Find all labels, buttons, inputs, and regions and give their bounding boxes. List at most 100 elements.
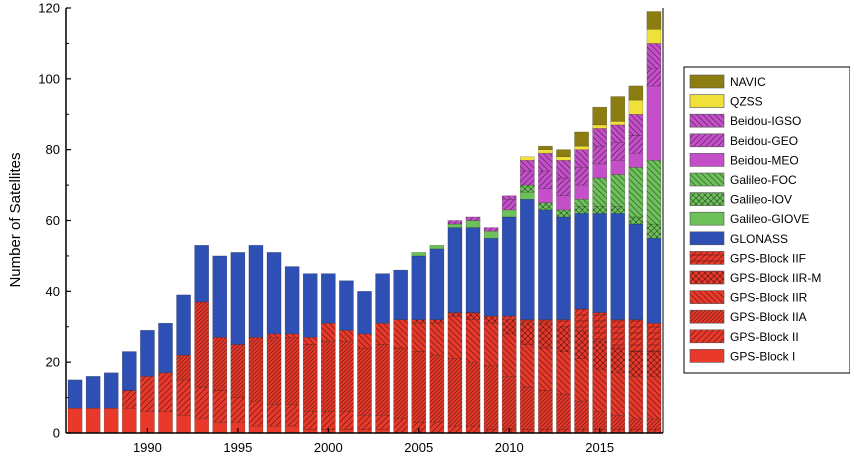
legend-swatch-gps-block-iif — [689, 251, 725, 265]
bar-segment-2005-galileo-giove — [411, 252, 427, 257]
bar-segment-2011-gps-block-iia — [520, 386, 535, 430]
bar-segment-2006-gps-block-iir-m — [429, 319, 445, 324]
bar-segment-2007-gps-block-iir — [447, 315, 463, 359]
bar-segment-2012-beidou-igso — [538, 152, 553, 172]
bar-segment-2012-beidou-meo — [538, 188, 553, 204]
legend-label-gps-block-i: GPS-Block I — [730, 349, 795, 363]
bar-segment-1992-gps-block-i — [176, 415, 191, 434]
bar-segment-1997-gps-block-ii — [266, 404, 282, 427]
bar-segment-1996-gps-block-iia — [248, 337, 264, 402]
bar-segment-2005-gps-block-iia — [411, 351, 427, 423]
x-tick-label: 2015 — [585, 440, 614, 455]
bar-segment-1988-gps-block-i — [103, 407, 119, 434]
bar-segment-2018-navic — [646, 11, 662, 30]
bar-segment-2014-navic — [574, 131, 589, 147]
bar-segment-2015-galileo-foc — [592, 177, 607, 207]
bar-segment-2013-gps-block-iir-m — [556, 326, 571, 352]
bar-segment-2003-gps-block-iia — [375, 344, 390, 416]
bar-segment-2007-gps-block-iir-m — [447, 312, 463, 317]
legend-label-qzss: QZSS — [730, 95, 763, 109]
bar-segment-2013-gps-block-iia — [556, 393, 571, 430]
bar-segment-2004-gps-block-ii — [393, 418, 408, 434]
bar-segment-1998-gps-block-ii — [284, 404, 300, 427]
y-tick-label: 80 — [46, 142, 60, 157]
bar-segment-2018-qzss — [646, 29, 662, 44]
bar-segment-1986-gps-block-i — [67, 407, 83, 434]
bar-segment-2006-gps-block-ii — [429, 422, 445, 434]
legend-label-gps-block-iir-m: GPS-Block IIR-M — [730, 271, 821, 285]
bar-segment-1993-gps-block-iia — [194, 301, 209, 388]
bar-segment-1995-glonass — [230, 252, 246, 345]
bar-segment-2010-beidou-geo — [501, 199, 517, 211]
bar-segment-2013-gps-block-iir — [556, 351, 571, 395]
bar-segment-2007-galileo-giove — [447, 223, 463, 228]
bar-segment-1989-gps-block-i — [122, 407, 137, 434]
bar-segment-2015-beidou-geo — [592, 145, 607, 165]
bar-segment-1994-gps-block-ii — [212, 390, 228, 423]
bar-segment-2002-glonass — [357, 291, 372, 335]
bar-segment-2011-galileo-iov — [520, 184, 535, 193]
bar-segment-2016-beidou-geo — [610, 142, 626, 161]
legend-label-galileo-iov: Galileo-IOV — [730, 193, 792, 207]
bar-segment-2016-glonass — [610, 213, 626, 320]
bar-segment-2017-glonass — [628, 223, 644, 320]
y-tick-label: 20 — [46, 355, 60, 370]
bar-segment-2015-gps-block-iif — [592, 312, 607, 342]
legend-label-galileo-giove: Galileo-GIOVE — [730, 212, 809, 226]
bar-segment-2001-gps-block-ii — [339, 411, 354, 430]
bar-segment-2016-gps-block-iir — [610, 372, 626, 416]
bar-segment-2016-beidou-igso — [610, 124, 626, 143]
legend-swatch-beidou-igso — [689, 113, 725, 128]
bar-segment-2012-galileo-iov — [538, 202, 553, 211]
bar-segment-2015-beidou-meo — [592, 163, 607, 179]
x-tick-label: 2000 — [314, 440, 343, 455]
bar-segment-1989-gps-block-ii — [122, 390, 137, 409]
bar-segment-2004-gps-block-iir — [393, 319, 408, 349]
bar-segment-2018-beidou-igso — [646, 43, 662, 69]
legend-swatch-galileo-giove — [689, 211, 725, 226]
bar-segment-2018-galileo-foc — [646, 160, 662, 225]
bar-segment-1998-gps-block-iia — [284, 337, 300, 405]
legend-label-beidou-meo: Beidou-MEO — [730, 153, 799, 167]
bar-segment-2012-gps-block-iif — [538, 319, 553, 324]
legend-label-gps-block-ii: GPS-Block II — [730, 330, 799, 344]
bar-segment-2000-gps-block-iia — [321, 340, 336, 412]
bar-segment-1997-gps-block-i — [266, 425, 282, 434]
legend-label-galileo-foc: Galileo-FOC — [730, 173, 797, 187]
legend-swatch-qzss — [689, 94, 725, 108]
x-tick-label: 1990 — [133, 440, 162, 455]
bar-segment-1998-glonass — [284, 266, 300, 335]
bar-segment-1992-gps-block-iia — [176, 354, 191, 381]
bar-segment-2017-gps-block-iir — [628, 376, 644, 420]
legend-label-gps-block-iif: GPS-Block IIF — [730, 251, 806, 265]
legend-swatch-gps-block-iir-m — [689, 270, 725, 285]
legend-swatch-glonass — [689, 231, 725, 246]
bar-segment-2003-gps-block-ii — [375, 415, 390, 430]
bar-segment-2012-beidou-geo — [538, 170, 553, 189]
bar-segment-1991-gps-block-i — [158, 411, 173, 434]
bar-segment-2010-gps-block-iif — [501, 315, 517, 320]
bar-segment-1993-glonass — [194, 245, 209, 303]
bar-segment-1998-gps-block-i — [284, 425, 300, 434]
bar-segment-1993-gps-block-ii — [194, 386, 209, 420]
bar-segment-2016-gps-block-iif — [610, 319, 626, 349]
legend-label-beidou-igso: Beidou-IGSO — [730, 114, 801, 128]
bar-segment-2016-beidou-meo — [610, 160, 626, 175]
legend-swatch-navic — [689, 74, 725, 89]
bar-segment-2005-gps-block-iir-m — [411, 319, 427, 324]
bar-segment-2014-glonass — [574, 213, 589, 310]
bar-segment-1991-gps-block-ii — [158, 372, 173, 412]
legend-label-beidou-geo: Beidou-GEO — [730, 134, 798, 148]
bar-segment-2015-qzss — [592, 124, 607, 129]
bar-segment-2014-beidou-igso — [574, 149, 589, 168]
bar-segment-2000-gps-block-ii — [321, 411, 336, 430]
bar-segment-1998-gps-block-iir — [284, 333, 300, 338]
bar-segment-2007-gps-block-iia — [447, 358, 463, 427]
bar-segment-2004-glonass — [393, 269, 408, 320]
bar-segment-1988-glonass — [103, 372, 119, 409]
x-tick-label: 2005 — [404, 440, 433, 455]
bar-segment-2010-galileo-giove — [501, 209, 517, 218]
bar-segment-2014-gps-block-iia — [574, 400, 589, 430]
bar-segment-2013-beidou-meo — [556, 195, 571, 211]
bar-segment-2014-gps-block-iir-m — [574, 330, 589, 359]
